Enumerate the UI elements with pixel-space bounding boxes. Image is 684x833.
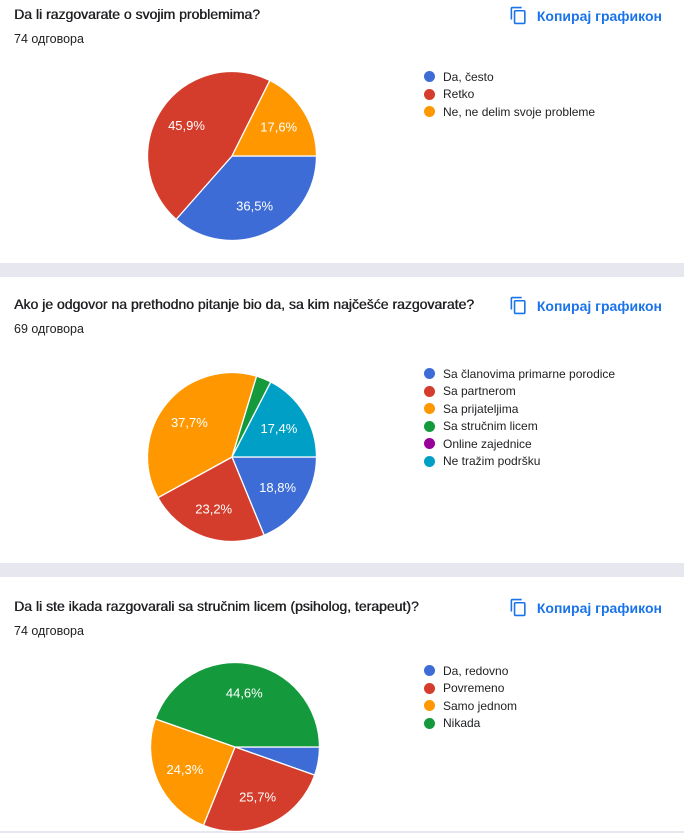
legend-item: Sa partnerom (424, 383, 615, 401)
legend-swatch-icon (424, 717, 435, 729)
legend-swatch-icon (424, 403, 435, 415)
pie-slice (146, 371, 258, 499)
pie-slice (175, 155, 318, 242)
legend-item: Online zajednice (424, 435, 615, 453)
legend-swatch-icon (424, 700, 435, 712)
legend-swatch-icon (424, 665, 435, 677)
pie-slice-label: 25,7% (239, 790, 276, 805)
pie-slice (231, 456, 318, 536)
legend-item: Retko (424, 86, 595, 104)
legend-item: Samo jednom (424, 697, 517, 715)
legend-label: Sa stručnim licem (443, 419, 538, 434)
legend-swatch-icon (424, 385, 435, 397)
pie-chart: 36,5% 45,9% 17,6% (146, 70, 318, 242)
question-card-2: Ako je odgovor na prethodno pitanje bio … (0, 277, 684, 563)
card-header-text: Ako je odgovor na prethodno pitanje bio … (14, 295, 474, 336)
legend-item: Sa stručnim licem (424, 418, 615, 436)
question-card-3: Da li ste ikada razgovarali sa stručnim … (0, 577, 684, 833)
responses-count: 74 одговора (14, 624, 84, 638)
legend-item: Povremeno (424, 680, 517, 698)
card-header: Ako je odgovor na prethodno pitanje bio … (0, 295, 684, 336)
legend-swatch-icon (424, 455, 435, 467)
pie-slice-label: 17,4% (260, 421, 297, 436)
legend-item: Sa članovima primarne porodice (424, 365, 615, 383)
legend-label: Da, redovno (443, 663, 509, 678)
chart-legend: Da, redovno Povremeno Samo jednom Nikada (424, 662, 517, 732)
legend-swatch-icon (424, 438, 435, 450)
pie-slice (149, 718, 236, 827)
pie-slice (154, 661, 321, 748)
responses-count: 74 одговора (14, 32, 84, 46)
legend-label: Online zajednice (443, 436, 532, 451)
pie-slice (157, 456, 265, 543)
legend-label: Povremeno (443, 681, 505, 696)
card-header: Da li ste ikada razgovarali sa stručnim … (0, 597, 684, 638)
pie-slice-label: 45,9% (168, 118, 205, 133)
question-title: Da li ste ikada razgovarali sa stručnim … (14, 598, 419, 614)
copy-chart-button[interactable]: Копирај графикон (509, 6, 662, 25)
legend-swatch-icon (424, 682, 435, 694)
legend-item: Nikada (424, 715, 517, 733)
legend-item: Ne, ne delim svoje probleme (424, 103, 595, 121)
pie-slice-label: 23,2% (195, 501, 232, 516)
legend-label: Ne tražim podršku (443, 454, 541, 469)
legend-swatch-icon (424, 106, 435, 118)
copy-icon (509, 6, 528, 25)
pie-slice (202, 746, 316, 833)
card-header-text: Da li ste ikada razgovarali sa stručnim … (14, 597, 419, 638)
chart-legend: Da, često Retko Ne, ne delim svoje problem… (424, 68, 595, 121)
legend-item: Da, često (424, 68, 595, 86)
pie-chart: 25,7% 24,3% 44,6% (149, 661, 321, 833)
pie-slice-label: 18,8% (259, 480, 296, 495)
pie-slice-label: 44,6% (226, 685, 263, 700)
pie-slice-label: 17,6% (260, 120, 297, 135)
legend-label: Sa partnerom (443, 384, 516, 399)
legend-label: Sa prijateljima (443, 401, 519, 416)
legend-label: Da, često (443, 69, 494, 84)
copy-chart-label: Копирај графикон (536, 7, 662, 24)
legend-item: Da, redovno (424, 662, 517, 680)
card-header-text: Da li razgovarate o svojim problemima? 7… (14, 5, 260, 46)
legend-label: Nikada (443, 716, 481, 731)
copy-chart-label: Копирај графикон (536, 599, 662, 616)
copy-chart-button[interactable]: Копирај графикон (509, 598, 662, 617)
pie-slice-label: 24,3% (166, 762, 203, 777)
legend-label: Sa članovima primarne porodice (443, 366, 616, 381)
legend-item: Ne tražim podršku (424, 453, 615, 471)
legend-label: Samo jednom (443, 698, 518, 713)
pie-slice-label: 37,7% (171, 415, 208, 430)
copy-icon (509, 598, 528, 617)
question-title: Ako je odgovor na prethodno pitanje bio … (14, 296, 474, 312)
pie-slice (231, 79, 318, 157)
copy-chart-button[interactable]: Копирај графикон (509, 296, 662, 315)
pie-slice-label: 36,5% (236, 199, 273, 214)
card-header: Da li razgovarate o svojim problemima? 7… (0, 5, 684, 46)
legend-swatch-icon (424, 420, 435, 432)
legend-swatch-icon (424, 88, 435, 100)
pie-slice (146, 70, 271, 221)
chart-legend: Sa članovima primarne porodice Sa partner… (424, 365, 615, 470)
copy-chart-label: Копирај графикон (536, 297, 662, 314)
pie-chart: 18,8% 23,2% 37,7% 17,4% (146, 371, 318, 543)
legend-label: Retko (443, 87, 475, 102)
question-title: Da li razgovarate o svojim problemima? (14, 6, 260, 22)
legend-swatch-icon (424, 71, 435, 83)
copy-icon (509, 296, 528, 315)
legend-item: Sa prijateljima (424, 400, 615, 418)
question-card-1: Da li razgovarate o svojim problemima? 7… (0, 0, 684, 263)
responses-count: 69 одговора (14, 322, 84, 336)
legend-swatch-icon (424, 368, 435, 380)
pie-slice (231, 381, 318, 458)
legend-label: Ne, ne delim svoje probleme (443, 104, 596, 119)
